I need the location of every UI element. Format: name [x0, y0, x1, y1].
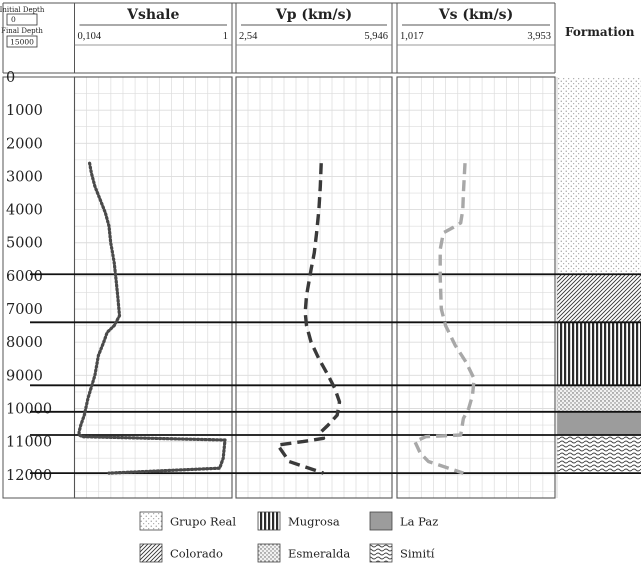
legend-label: La Paz — [400, 515, 438, 529]
log-tracks — [73, 76, 556, 499]
track-scale-max: 3,953 — [527, 31, 551, 42]
final-depth-value: 15000 — [10, 38, 34, 47]
formation-header: Formation — [565, 25, 635, 39]
legend-label: Colorado — [170, 547, 223, 561]
legend-label: Mugrosa — [288, 515, 340, 529]
log-curves — [77, 161, 476, 475]
initial-depth-field[interactable] — [6, 13, 38, 26]
formation-legend: Grupo Real Mugrosa La Paz Colorado Esmeralda… — [139, 511, 438, 563]
initial-depth-value: 0 — [11, 15, 16, 24]
track-frame — [235, 76, 393, 499]
depth-tick-label: 5000 — [6, 236, 43, 252]
series-vs-curve — [413, 163, 476, 475]
formation-band — [557, 274, 641, 323]
formation-band — [557, 385, 641, 412]
legend-label: Simití — [400, 547, 435, 561]
depth-tick-label: 2000 — [6, 136, 43, 152]
depth-tick-label: 4000 — [6, 203, 43, 219]
depth-tick-label: 1000 — [6, 103, 43, 119]
track-frame — [73, 76, 233, 499]
header-frame — [2, 2, 556, 74]
depth-tick-label: 3000 — [6, 169, 43, 185]
track-scale-min: 2,54 — [239, 31, 258, 42]
formation-band — [557, 435, 641, 474]
depth-tick-label: 12000 — [6, 468, 52, 484]
track-title: Vs (km/s) — [438, 7, 513, 23]
track-title: Vp (km/s) — [275, 7, 352, 23]
final-depth-field[interactable] — [6, 35, 38, 48]
legend-swatch — [369, 511, 393, 531]
legend-label: Grupo Real — [170, 515, 236, 529]
track-scale-max: 1 — [223, 31, 228, 42]
depth-tick-label: 6000 — [6, 269, 43, 285]
depth-tick-label: 8000 — [6, 335, 43, 351]
depth-tick-label: 11000 — [6, 435, 52, 451]
final-depth-label: Final Depth — [1, 27, 43, 35]
legend-item: Colorado — [139, 543, 223, 563]
legend-swatch — [257, 511, 281, 531]
track-frame — [396, 76, 556, 499]
legend-swatch — [369, 543, 393, 563]
depth-column: 0 1000 2000 3000 4000 5000 6000 7000 8000 9000 100… — [2, 70, 75, 499]
track-scale-max: 5,946 — [364, 31, 388, 42]
track-2 — [235, 76, 393, 499]
depth-tick-label: 0 — [6, 70, 15, 86]
track-3 — [396, 76, 556, 499]
legend-item: Grupo Real — [139, 511, 236, 531]
legend-item: Mugrosa — [257, 511, 340, 531]
initial-depth-label: Initial Depth — [0, 6, 45, 14]
legend-swatch — [139, 543, 163, 563]
header: Initial Depth 0 Final Depth 15000 Format… — [0, 6, 635, 48]
depth-tick-label: 10000 — [6, 401, 52, 417]
legend-swatch — [139, 511, 163, 531]
track-title: Vshale — [126, 7, 179, 23]
legend-swatch — [257, 543, 281, 563]
formation-band — [557, 322, 641, 386]
formation-column — [556, 77, 641, 498]
depth-tick-label: 7000 — [6, 302, 43, 318]
track-1 — [73, 76, 233, 499]
depth-tick-labels: 0 1000 2000 3000 4000 5000 6000 7000 8000 9000 100… — [6, 70, 52, 484]
formation-boundaries — [30, 273, 641, 475]
track-scale-min: 1,017 — [400, 31, 424, 42]
track-scale-min: 0,104 — [78, 31, 102, 42]
legend-item: Simití — [369, 543, 435, 563]
depth-tick-label: 9000 — [6, 368, 43, 384]
series-vshale-curve — [77, 161, 227, 475]
track-headers: Vshale 0,104 1 Vp (km/s) 2,54 5,946 Vs (km/s) 1… — [74, 7, 555, 46]
formation-band — [557, 77, 641, 275]
legend-item: La Paz — [369, 511, 438, 531]
legend-item: Esmeralda — [257, 543, 350, 563]
legend-label: Esmeralda — [288, 547, 350, 561]
formation-band — [557, 411, 641, 436]
